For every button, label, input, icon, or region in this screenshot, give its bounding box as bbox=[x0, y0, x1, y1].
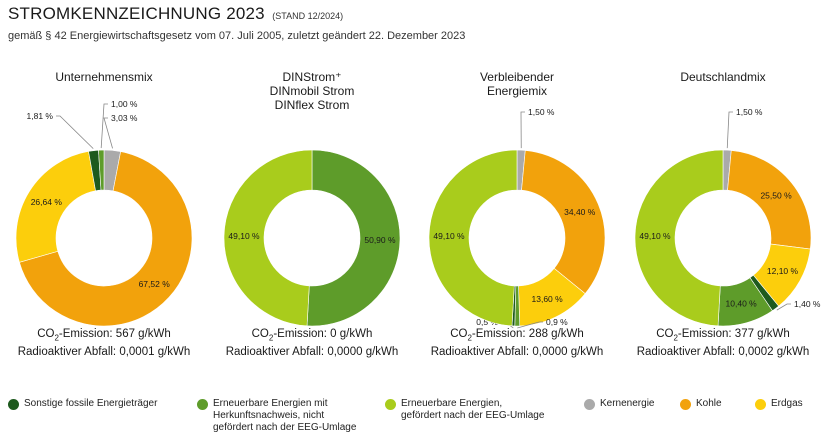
radioactive-waste: Radioaktiver Abfall: 0,0002 g/kWh bbox=[636, 346, 810, 359]
co2-emission: CO2-Emission: 0 g/kWh bbox=[251, 328, 373, 343]
slice-kohle bbox=[521, 150, 606, 295]
legend-swatch bbox=[197, 399, 208, 410]
slice-herkunft bbox=[98, 149, 105, 191]
title-text: STROMKENNZEICHNUNG 2023 bbox=[8, 4, 265, 23]
slice-label: 0,9 % bbox=[546, 317, 568, 327]
radioactive-waste: Radioaktiver Abfall: 0,0000 g/kWh bbox=[225, 346, 399, 359]
slice-eeg bbox=[634, 149, 724, 327]
donut-chart: 1,50 % 34,40 % 13,60 % 0,9 % 0,5 % 49,10 % bbox=[428, 107, 606, 329]
chart-deutschlandmix: Deutschlandmix 1,50 % 25,50 % 12,10 % 1,40 … bbox=[623, 70, 823, 370]
slice-label: 1,50 % bbox=[528, 107, 555, 117]
leader-line bbox=[100, 103, 108, 149]
co2-emission: CO2-Emission: 288 g/kWh bbox=[450, 328, 584, 343]
slice-label: 25,50 % bbox=[760, 190, 792, 200]
chart-verbleibender-energiemix: Verbleibender Energiemix 1,50 % 34,40 % 13… bbox=[417, 70, 617, 370]
legend-swatch bbox=[8, 399, 19, 410]
legend-label: Kernenergie bbox=[600, 398, 655, 409]
legend-label: Erdgas bbox=[771, 398, 803, 409]
legend-item-sonstige: Sonstige fossile Energieträger bbox=[8, 398, 157, 410]
chart-title: Verbleibender Energiemix bbox=[479, 70, 555, 98]
slice-label: 50,90 % bbox=[364, 235, 396, 245]
slice-kohle bbox=[727, 150, 812, 250]
leader-line bbox=[103, 117, 113, 149]
slice-label: 12,10 % bbox=[767, 266, 799, 276]
legend-label: Sonstige fossile Energieträger bbox=[24, 398, 158, 409]
radioactive-waste: Radioaktiver Abfall: 0,0001 g/kWh bbox=[17, 346, 191, 359]
chart-dinstrom: DINStrom⁺ DINmobil Strom DINflex Strom 5… bbox=[212, 70, 412, 370]
co2-emission: CO2-Emission: 377 g/kWh bbox=[656, 328, 790, 343]
leader-line bbox=[56, 115, 94, 149]
legend-item-eeg: Erneuerbare Energien, gefördert nach der… bbox=[385, 398, 544, 422]
header: STROMKENNZEICHNUNG 2023 (STAND 12/2024) … bbox=[8, 4, 465, 42]
chart-title: Unternehmensmix bbox=[55, 70, 153, 84]
legend-item-herkunft: Erneuerbare Energien mit Herkunftsnachwe… bbox=[197, 398, 356, 434]
legend-swatch bbox=[680, 399, 691, 410]
leader-line bbox=[517, 321, 543, 329]
chart-title: DINStrom⁺ DINmobil Strom DINflex Strom bbox=[269, 70, 355, 112]
slice-label: 26,64 % bbox=[31, 197, 63, 207]
radioactive-waste: Radioaktiver Abfall: 0,0000 g/kWh bbox=[430, 346, 604, 359]
slice-herkunft bbox=[306, 149, 401, 327]
slice-kohle bbox=[19, 151, 193, 327]
leader-line bbox=[776, 303, 791, 311]
legend: Sonstige fossile Energieträger Erneuerba… bbox=[0, 398, 825, 442]
slice-label: 0,5 % bbox=[476, 317, 498, 327]
slice-label: 67,52 % bbox=[139, 279, 171, 289]
chart-unternehmensmix: Unternehmensmix 3,03 % 67,52 % 26,64 % 1,81… bbox=[4, 70, 204, 370]
emission-info: CO2-Emission: 377 g/kWh Radioaktiver Abf… bbox=[623, 327, 823, 359]
slice-label: 34,40 % bbox=[564, 207, 596, 217]
title-suffix: (STAND 12/2024) bbox=[272, 11, 344, 21]
legend-swatch bbox=[385, 399, 396, 410]
page-subtitle: gemäß § 42 Energiewirtschaftsgesetz vom … bbox=[8, 30, 466, 42]
legend-label: Erneuerbare Energien, gefördert nach der… bbox=[401, 398, 545, 421]
slice-label: 1,00 % bbox=[111, 99, 138, 109]
slice-label: 13,60 % bbox=[532, 294, 564, 304]
legend-label: Kohle bbox=[696, 398, 722, 409]
slice-label: 49,10 % bbox=[433, 231, 465, 241]
chart-title: Deutschlandmix bbox=[680, 70, 766, 84]
legend-item-kohle: Kohle bbox=[680, 398, 722, 410]
slice-label: 1,40 % bbox=[794, 299, 821, 309]
legend-item-erdgas: Erdgas bbox=[755, 398, 803, 410]
leader-line bbox=[520, 111, 525, 149]
co2-emission: CO2-Emission: 567 g/kWh bbox=[37, 328, 171, 343]
page-title: STROMKENNZEICHNUNG 2023 (STAND 12/2024) bbox=[8, 4, 465, 24]
slice-erdgas bbox=[15, 151, 96, 263]
leader-line bbox=[726, 111, 733, 149]
legend-swatch bbox=[584, 399, 595, 410]
donut-chart: 3,03 % 67,52 % 26,64 % 1,81 % 1,00 % bbox=[15, 99, 193, 327]
donut-chart: 1,50 % 25,50 % 12,10 % 1,40 % 10,40 % 49,10 % bbox=[634, 107, 821, 327]
emission-info: CO2-Emission: 0 g/kWh Radioaktiver Abfal… bbox=[212, 327, 412, 359]
legend-swatch bbox=[755, 399, 766, 410]
slice-eeg bbox=[223, 149, 313, 327]
slice-label: 10,40 % bbox=[726, 299, 758, 309]
slice-eeg bbox=[428, 149, 518, 327]
legend-item-kern: Kernenergie bbox=[584, 398, 654, 410]
emission-info: CO2-Emission: 567 g/kWh Radioaktiver Abf… bbox=[4, 327, 204, 359]
slice-label: 1,81 % bbox=[27, 111, 54, 121]
slice-label: 1,50 % bbox=[736, 107, 763, 117]
slice-label: 3,03 % bbox=[111, 113, 138, 123]
emission-info: CO2-Emission: 288 g/kWh Radioaktiver Abf… bbox=[417, 327, 617, 359]
legend-label: Erneuerbare Energien mit Herkunftsnachwe… bbox=[213, 398, 357, 433]
slice-label: 49,10 % bbox=[228, 231, 260, 241]
donut-chart: 50,90 % 49,10 % bbox=[223, 149, 401, 327]
slice-label: 49,10 % bbox=[639, 231, 671, 241]
